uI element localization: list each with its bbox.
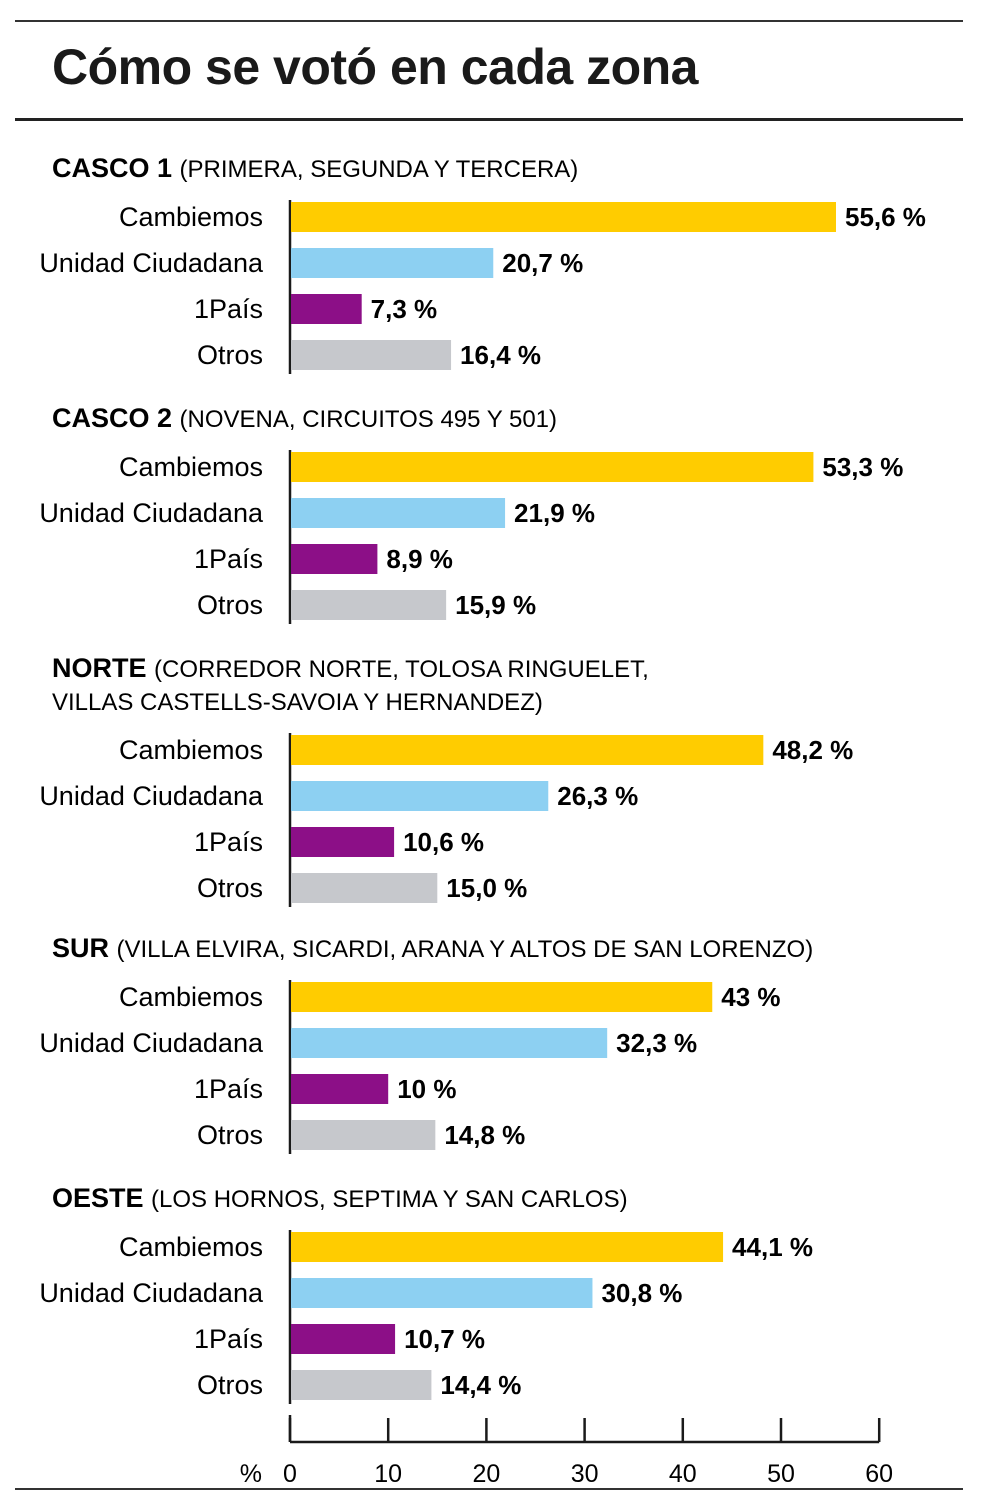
- bar: [291, 1324, 396, 1354]
- bar: [291, 1232, 724, 1262]
- bar: [291, 248, 494, 278]
- category-label: Unidad Ciudadana: [39, 248, 264, 278]
- category-label: 1País: [194, 544, 263, 574]
- data-label: 32,3 %: [616, 1028, 697, 1058]
- bar: [291, 781, 549, 811]
- category-label: 1País: [194, 294, 263, 324]
- zone-heading: SUR (VILLA ELVIRA, SICARDI, ARANA Y ALTO…: [52, 933, 813, 963]
- zone-name: SUR: [52, 933, 117, 963]
- bar: [291, 1074, 389, 1104]
- bar: [291, 1028, 608, 1058]
- data-label: 10 %: [397, 1074, 456, 1104]
- top-rule: [15, 20, 963, 22]
- data-label: 14,4 %: [440, 1370, 521, 1400]
- bar: [291, 544, 378, 574]
- category-label: Unidad Ciudadana: [39, 1278, 264, 1308]
- zone-description: (LOS HORNOS, SEPTIMA Y SAN CARLOS): [151, 1186, 628, 1213]
- category-label: Cambiemos: [119, 452, 263, 482]
- bar: [291, 982, 713, 1012]
- data-label: 55,6 %: [845, 202, 926, 232]
- category-label: Unidad Ciudadana: [39, 1028, 264, 1058]
- bar: [291, 294, 362, 324]
- category-label: Otros: [197, 873, 263, 903]
- zone-name: CASCO 2: [52, 403, 180, 433]
- zone-description: (PRIMERA, SEGUNDA Y TERCERA): [180, 156, 579, 183]
- category-label: Otros: [197, 590, 263, 620]
- data-label: 44,1 %: [732, 1232, 813, 1262]
- zone-heading: OESTE (LOS HORNOS, SEPTIMA Y SAN CARLOS): [52, 1183, 628, 1213]
- zone-description: (CORREDOR NORTE, TOLOSA RINGUELET,: [154, 656, 649, 683]
- bottom-rule: [15, 1488, 963, 1490]
- data-label: 43 %: [721, 982, 780, 1012]
- category-label: Unidad Ciudadana: [39, 498, 264, 528]
- data-label: 15,0 %: [446, 873, 527, 903]
- zone-name: NORTE: [52, 653, 154, 683]
- data-label: 21,9 %: [514, 498, 595, 528]
- data-label: 15,9 %: [455, 590, 536, 620]
- zone-description: VILLAS CASTELLS-SAVOIA Y HERNANDEZ): [52, 689, 543, 716]
- zone-heading: CASCO 1 (PRIMERA, SEGUNDA Y TERCERA): [52, 153, 578, 183]
- data-label: 53,3 %: [822, 452, 903, 482]
- data-label: 14,8 %: [444, 1120, 525, 1150]
- x-tick-label: 20: [472, 1460, 500, 1488]
- zone-name: OESTE: [52, 1183, 151, 1213]
- zone-heading: CASCO 2 (NOVENA, CIRCUITOS 495 Y 501): [52, 403, 557, 433]
- x-tick-label: 50: [767, 1460, 795, 1488]
- chart-title: Cómo se votó en cada zona: [52, 39, 698, 95]
- x-tick-label: 30: [571, 1460, 599, 1488]
- bar: [291, 340, 452, 370]
- category-label: Unidad Ciudadana: [39, 781, 264, 811]
- data-label: 8,9 %: [386, 544, 453, 574]
- data-label: 10,6 %: [403, 827, 484, 857]
- category-label: Cambiemos: [119, 202, 263, 232]
- data-label: 20,7 %: [502, 248, 583, 278]
- data-label: 30,8 %: [601, 1278, 682, 1308]
- data-label: 10,7 %: [404, 1324, 485, 1354]
- bar: [291, 590, 447, 620]
- data-label: 16,4 %: [460, 340, 541, 370]
- zone-description: (VILLA ELVIRA, SICARDI, ARANA Y ALTOS DE…: [117, 936, 814, 963]
- x-tick-label: 40: [669, 1460, 697, 1488]
- bar: [291, 498, 506, 528]
- category-label: Cambiemos: [119, 982, 263, 1012]
- bar: [291, 873, 438, 903]
- x-tick-label: 0: [283, 1460, 297, 1488]
- category-label: Cambiemos: [119, 735, 263, 765]
- category-label: 1País: [194, 827, 263, 857]
- bar: [291, 202, 836, 232]
- category-label: 1País: [194, 1074, 263, 1104]
- bar: [291, 827, 395, 857]
- data-label: 48,2 %: [772, 735, 853, 765]
- category-label: Otros: [197, 340, 263, 370]
- x-axis-unit-label: %: [240, 1460, 262, 1488]
- bar: [291, 1370, 432, 1400]
- bar: [291, 1120, 436, 1150]
- data-label: 7,3 %: [371, 294, 438, 324]
- category-label: Otros: [197, 1120, 263, 1150]
- zone-heading: NORTE (CORREDOR NORTE, TOLOSA RINGUELET,: [52, 653, 649, 683]
- x-tick-label: 60: [865, 1460, 893, 1488]
- zone-description: (NOVENA, CIRCUITOS 495 Y 501): [180, 406, 557, 433]
- bar: [291, 1278, 593, 1308]
- bar: [291, 735, 764, 765]
- category-label: Cambiemos: [119, 1232, 263, 1262]
- x-tick-label: 10: [374, 1460, 402, 1488]
- category-label: 1País: [194, 1324, 263, 1354]
- data-label: 26,3 %: [557, 781, 638, 811]
- category-label: Otros: [197, 1370, 263, 1400]
- bar: [291, 452, 814, 482]
- zone-name: CASCO 1: [52, 153, 180, 183]
- title-rule: [15, 118, 963, 121]
